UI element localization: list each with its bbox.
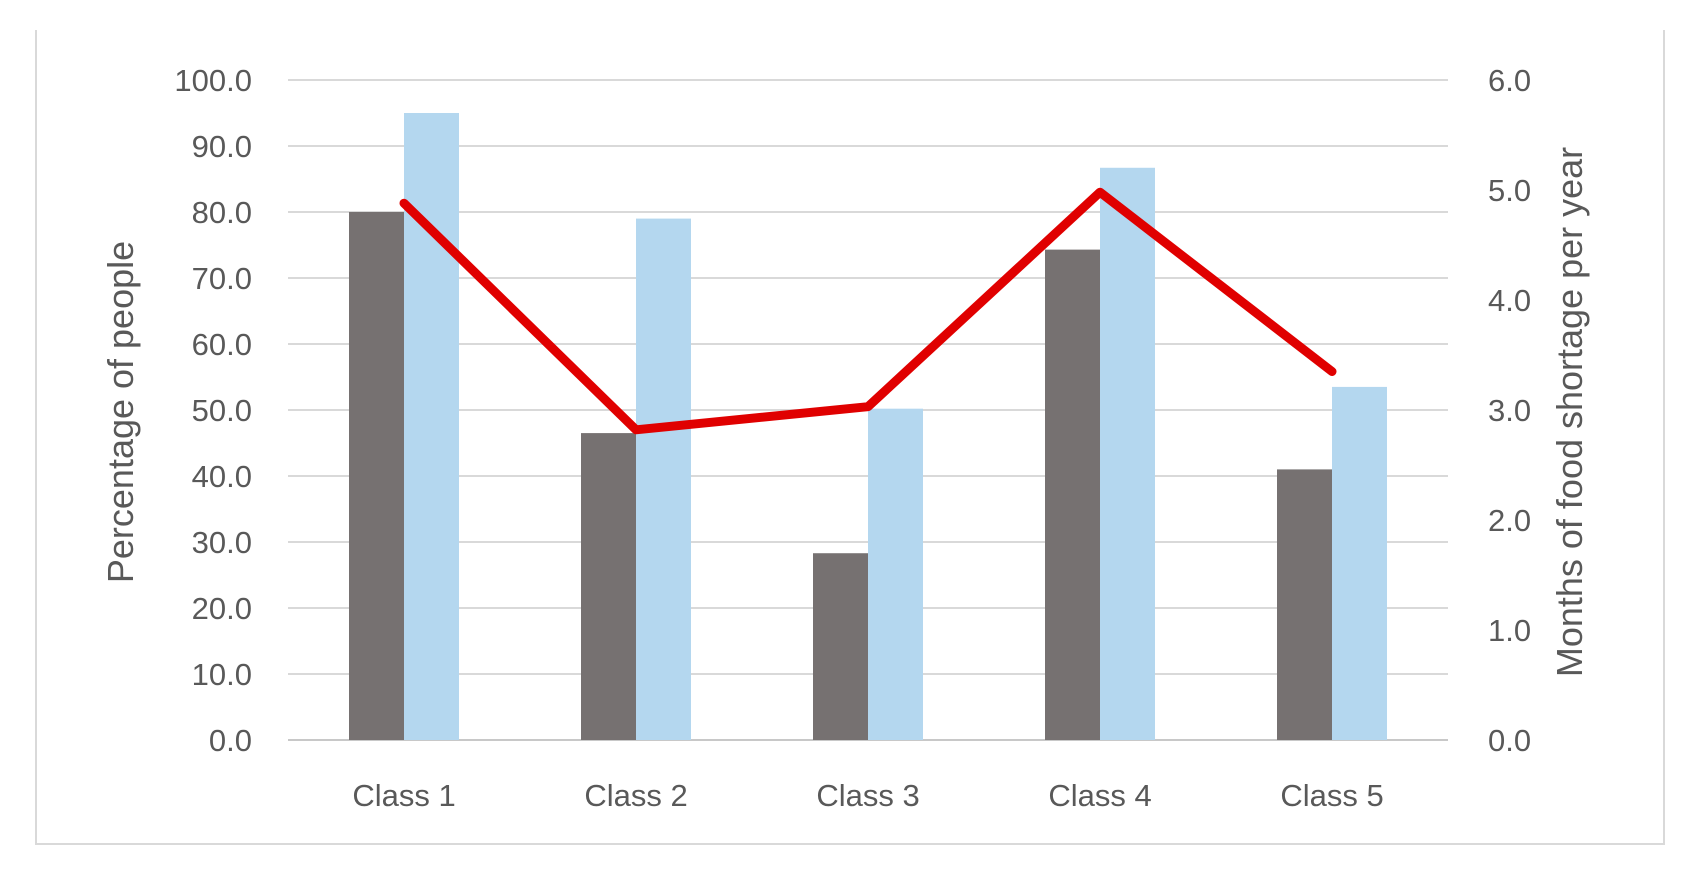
bar-series-1: [1045, 249, 1100, 740]
left-tick-label: 70.0: [192, 261, 252, 296]
left-tick-label: 80.0: [192, 195, 252, 230]
bar-series-1: [349, 212, 404, 740]
category-label: Class 5: [1280, 778, 1383, 813]
left-tick-label: 50.0: [192, 393, 252, 428]
left-tick-label: 10.0: [192, 657, 252, 692]
left-tick-label: 30.0: [192, 525, 252, 560]
right-tick-label: 6.0: [1488, 63, 1531, 98]
bar-series-1: [813, 553, 868, 740]
bar-series-2: [1100, 167, 1155, 740]
right-tick-label: 1.0: [1488, 613, 1531, 648]
bar-layer: [349, 113, 1387, 741]
right-tick-label: 5.0: [1488, 173, 1531, 208]
left-tick-label: 0.0: [209, 723, 252, 758]
bar-series-2: [636, 218, 691, 741]
right-axis-title: Months of food shortage per year: [1549, 147, 1590, 677]
category-axis-ticks: Class 1 Class 2 Class 3 Class 4 Class 5: [352, 778, 1383, 813]
left-tick-label: 100.0: [174, 63, 252, 98]
bar-series-1: [1277, 469, 1332, 740]
right-tick-label: 4.0: [1488, 283, 1531, 318]
right-tick-label: 2.0: [1488, 503, 1531, 538]
left-tick-label: 40.0: [192, 459, 252, 494]
right-tick-label: 0.0: [1488, 723, 1531, 758]
bar-series-2: [1332, 386, 1387, 740]
bar-series-2: [868, 408, 923, 740]
line-series-1: [399, 187, 1337, 435]
right-tick-label: 3.0: [1488, 393, 1531, 428]
left-tick-label: 20.0: [192, 591, 252, 626]
left-tick-label: 90.0: [192, 129, 252, 164]
left-tick-label: 60.0: [192, 327, 252, 362]
category-label: Class 4: [1048, 778, 1151, 813]
category-label: Class 3: [816, 778, 919, 813]
left-axis-ticks: 0.0 10.0 20.0 30.0 40.0 50.0 60.0 70.0 80.0 90.0 1…: [174, 63, 252, 758]
left-axis-title: Percentage of people: [100, 241, 141, 583]
category-label: Class 1: [352, 778, 455, 813]
bar-series-1: [581, 433, 636, 740]
line-layer: [399, 187, 1337, 435]
right-axis-ticks: 0.0 1.0 2.0 3.0 4.0 5.0 6.0: [1488, 63, 1531, 758]
category-label: Class 2: [584, 778, 687, 813]
